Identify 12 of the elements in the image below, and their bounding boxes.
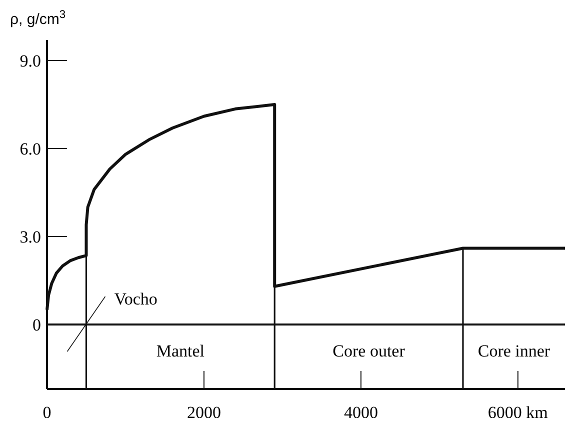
x-tick-label: 2000 [186,403,221,422]
x-tick-label: 4000 [344,403,378,422]
annotation: Core outer [332,342,406,361]
y-tick-label: 9.0 [20,51,41,70]
y-tick-label: 3.0 [20,227,41,246]
y-axis-title: ρ, g/cm$^{3}$ [10,9,66,28]
x-tick-label: 6000 km [488,403,548,422]
y-tick-label: 6.0 [20,139,41,158]
annotation: Vocho [114,289,158,308]
y-tick-label: 0 [32,315,41,334]
annotation: Mantel [156,342,205,361]
annotation: Core inner [478,342,550,361]
